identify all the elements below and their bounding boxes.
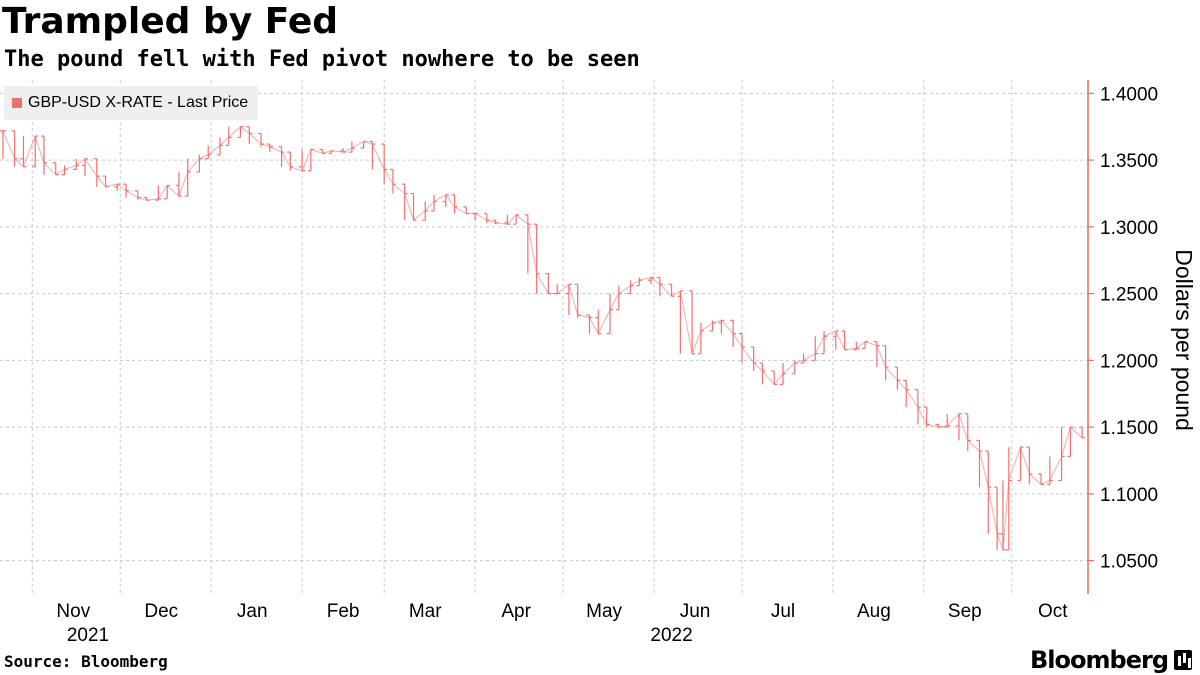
chart-subtitle: The pound fell with Fed pivot nowhere to…: [4, 47, 640, 72]
y-tick-label: 1.2000: [1100, 351, 1158, 372]
y-tick-label: 1.0500: [1100, 552, 1158, 573]
x-tick-label: Jul: [771, 601, 795, 622]
x-year-label: 2021: [67, 625, 109, 646]
x-tick-label: Aug: [857, 601, 891, 622]
x-tick-label: Oct: [1038, 601, 1068, 622]
series-layer: [0, 126, 1086, 551]
y-tick-label: 1.1500: [1100, 418, 1158, 439]
legend-swatch: [12, 98, 22, 108]
x-tick-label: Apr: [501, 601, 531, 622]
y-tick-label: 1.1000: [1100, 485, 1158, 506]
x-tick-label: Feb: [327, 601, 360, 622]
x-tick-label: Mar: [409, 601, 442, 622]
source-note: Source: Bloomberg: [4, 652, 168, 671]
x-tick-label: Dec: [144, 601, 178, 622]
legend: GBP-USD X-RATE - Last Price: [4, 86, 259, 120]
y-tick-label: 1.3500: [1100, 151, 1158, 172]
chart-title: Trampled by Fed: [2, 1, 339, 42]
legend-label: GBP-USD X-RATE - Last Price: [28, 94, 249, 111]
y-tick-label: 1.2500: [1100, 285, 1158, 306]
series-line: [2, 126, 1083, 551]
y-tick-label: 1.4000: [1100, 84, 1158, 105]
x-year-label: 2022: [650, 625, 692, 646]
x-tick-label: Nov: [56, 601, 90, 622]
x-tick-label: Jun: [680, 601, 711, 622]
bloomberg-logo: Bloomberg: [1030, 646, 1169, 674]
gridlines: [0, 80, 1088, 594]
x-axis-labels: Nov Dec Jan Feb Mar Apr May Jun Jul Aug Sep Oct 2021…: [56, 601, 1068, 646]
y-tick-label: 1.3000: [1100, 218, 1158, 239]
x-tick-label: May: [586, 601, 622, 622]
y-axis-label: Dollars per pound: [1171, 249, 1197, 431]
x-tick-label: Jan: [237, 601, 268, 622]
y-axis: 1.4000 1.3500 1.3000 1.2500 1.2000 1.1500 1.10…: [1087, 80, 1158, 594]
bloomberg-terminal-icon: [1174, 650, 1192, 670]
x-tick-label: Sep: [948, 601, 982, 622]
